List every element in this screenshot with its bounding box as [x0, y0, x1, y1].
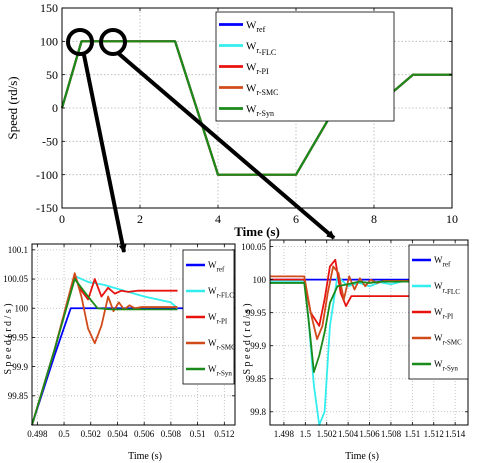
zoom1-x-tick-label: 0.498: [27, 429, 48, 439]
zoom1-legend-label-flc: Wr-FLC: [208, 286, 234, 299]
zoom2-x-tick-label: 1.502: [317, 429, 337, 439]
zoom1-y-tick-label: 99.85: [8, 391, 29, 401]
zoom1-y-tick-label: 100: [15, 303, 29, 313]
zoom2-x-tick-label: 1.51: [404, 429, 420, 439]
zoom2-x-tick-label: 1.498: [274, 429, 295, 439]
main-series-syn: [60, 40, 452, 176]
zoom2-x-axis-label: Time (s): [345, 451, 379, 462]
zoom2-legend-label-flc: Wr-FLC: [434, 281, 460, 296]
main-x-tick-label: 6: [293, 212, 299, 226]
main-y-tick-label: 100: [40, 35, 58, 49]
main-x-tick-label: 2: [137, 212, 143, 226]
zoom2-y-axis-label: S p e e d ( r d / s ): [242, 303, 253, 374]
zoom2-x-tick-label: 1.514: [445, 429, 466, 439]
main-x-tick-label: 10: [446, 212, 458, 226]
zoom-arrow-1: [82, 54, 127, 253]
main-y-tick-label: -150: [36, 201, 58, 215]
zoom2-x-tick-label: 1.504: [338, 429, 359, 439]
zoom1-y-axis-label: S p e e d ( r d / s ): [3, 303, 14, 374]
zoom2-legend-label-syn: Wr-Syn: [434, 359, 458, 372]
main-chart-y-axis-label: Speed (rd/s): [5, 76, 20, 139]
main-chart-x-axis-label: Time (s): [234, 224, 280, 239]
main-legend-label-ref: Wref: [246, 19, 266, 34]
zoom-chart-t0-5: 0.498 0.5 0.502 0.504 0.506 0.508 0.51 0.512 100…: [3, 243, 236, 439]
zoom1-x-tick-label: 0.5: [58, 429, 70, 439]
zoom2-y-tick-label: 99.8: [250, 407, 266, 417]
zoom2-y-tick-label: 99.85: [246, 374, 267, 384]
zoom2-y-tick-label: 100: [253, 275, 267, 285]
zoom-circle-1: [66, 28, 94, 56]
zoom1-legend-label-smc: Wr-SMC: [208, 338, 236, 351]
zoom1-y-tick-label: 100.05: [3, 274, 28, 284]
zoom2-y-tick-label: 99.95: [246, 308, 267, 318]
zoom1-frame: [31, 243, 236, 426]
main-y-tick-label: 50: [46, 68, 58, 82]
main-y-tick-label: -50: [42, 135, 58, 149]
zoom-circle-2: [99, 28, 127, 56]
zoom1-series-syn: [31, 278, 178, 426]
zoom2-legend-label-smc: Wr-SMC: [434, 333, 462, 346]
main-legend-label-pi: Wr-PI: [246, 61, 269, 76]
main-legend-label-flc: Wr-FLC: [246, 40, 276, 57]
zoom1-legend-label-pi: Wr-PI: [208, 312, 228, 325]
zoom1-x-tick-label: 0.504: [107, 429, 128, 439]
zoom2-series-syn: [270, 280, 418, 374]
zoom-chart-t1-5: 1.498 1.5 1.502 1.504 1.506 1.508 1.51 1.512 1.5…: [241, 239, 469, 439]
zoom2-y-tick-label: 100.05: [241, 242, 266, 252]
main-speed-chart: 0 2 4 6 8 10 150 100 50 0 -50 -100 -150 Wref Wr-FLC Wr-…: [36, 1, 458, 226]
zoom2-legend-label-ref: Wref: [434, 255, 451, 268]
zoom2-series-smc: [270, 265, 418, 341]
zoom1-x-axis-label: Time (s): [128, 451, 162, 462]
zoom1-legend-label-syn: Wr-Syn: [208, 364, 232, 377]
zoom1-legend-label-ref: Wref: [208, 260, 225, 273]
main-x-tick-label: 8: [371, 212, 377, 226]
zoom1-x-tick-label: 0.502: [81, 429, 101, 439]
main-legend-label-syn: Wr-Syn: [246, 103, 274, 118]
main-legend: [215, 11, 395, 122]
zoom1-x-tick-label: 0.512: [214, 429, 234, 439]
zoom2-x-tick-label: 1.512: [424, 429, 444, 439]
zoom2-y-tick-label: 99.9: [250, 341, 266, 351]
main-y-tick-label: -100: [36, 168, 58, 182]
main-legend-label-smc: Wr-SMC: [246, 82, 278, 97]
zoom1-y-tick-label: 100.1: [8, 245, 28, 255]
main-x-tick-label: 0: [59, 212, 65, 226]
zoom2-x-tick-label: 1.5: [300, 429, 312, 439]
zoom-arrow-2: [116, 51, 336, 240]
zoom1-x-tick-label: 0.506: [134, 429, 155, 439]
zoom1-y-tick-label: 99.95: [8, 333, 29, 343]
zoom1-x-tick-label: 0.51: [190, 429, 206, 439]
zoom2-x-tick-label: 1.506: [359, 429, 380, 439]
zoom2-legend-label-pi: Wr-PI: [434, 307, 454, 320]
zoom1-y-tick-label: 99.9: [12, 362, 28, 372]
zoom2-x-tick-label: 1.508: [381, 429, 402, 439]
zoom1-x-tick-label: 0.508: [161, 429, 182, 439]
main-y-tick-label: 150: [40, 1, 58, 15]
zoom1-series-ref: [31, 307, 235, 426]
main-x-tick-label: 4: [215, 212, 221, 226]
main-y-tick-label: 0: [52, 101, 58, 115]
